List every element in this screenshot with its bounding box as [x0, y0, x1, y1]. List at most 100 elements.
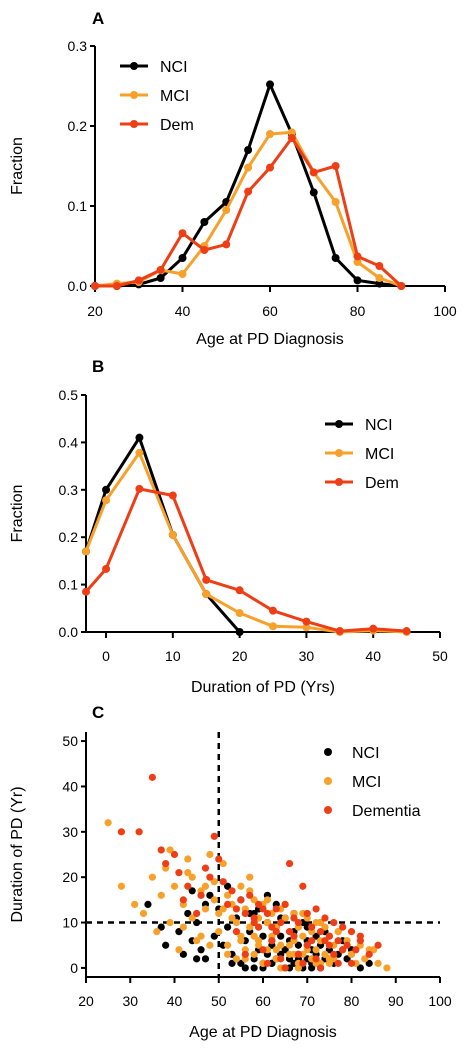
panel-c-legend-label-nci: NCI: [352, 745, 380, 762]
panel-c-y-tick-label: 0: [70, 960, 78, 976]
panel-c-scatter-point-dementia: [303, 941, 311, 949]
panel-c-x-tick-label: 20: [78, 993, 94, 1009]
panel-c-scatter-point-nci: [281, 946, 289, 954]
panel-c-scatter-point-dementia: [197, 891, 205, 899]
panel-c-scatter-point-dementia: [325, 941, 333, 949]
panel-a-data-point-mci: [266, 130, 274, 138]
panel-c-scatter-point-mci: [250, 950, 258, 958]
panel-c-x-tick-label: 80: [344, 993, 360, 1009]
panel-c-scatter-point-dementia: [259, 905, 267, 913]
panel-a-x-axis-title: Age at PD Diagnosis: [196, 331, 344, 348]
panel-c-scatter-point-dementia: [365, 950, 373, 958]
panel-c-scatter-point-mci: [188, 873, 196, 881]
panel-a-legend-marker-mci: [130, 91, 138, 99]
panel-c-scatter-point-dementia: [263, 909, 272, 918]
panel-c-scatter-point-dementia: [374, 941, 382, 949]
panel-c-scatter-point-mci: [316, 918, 325, 927]
panel-c-scatter-point-nci: [250, 964, 258, 972]
panel-c-scatter-point-dementia: [272, 928, 280, 936]
panel-c-scatter-point-dementia: [250, 918, 258, 927]
panel-c-x-tick-label: 50: [211, 993, 227, 1009]
panel-c-scatter-point-dementia: [281, 964, 289, 972]
panel-c-scatter-point-dementia: [294, 918, 302, 927]
panel-a-data-point-mci: [353, 258, 362, 266]
panel-c-scatter-point-dementia: [316, 964, 325, 972]
panel-b-series-line-mci: [84, 451, 407, 634]
panel-c-scatter-point-mci: [263, 918, 272, 927]
panel-c-scatter-point-mci: [139, 909, 148, 918]
panel-c-scatter-point-dementia: [299, 882, 307, 890]
panel-a-data-point-dem: [134, 276, 143, 285]
panel-a-data-point-nci: [266, 80, 274, 89]
panel-b-data-point-dem: [168, 491, 177, 500]
panel-b-data-point-nci: [135, 433, 144, 442]
panel-c-scatter-point-nci: [224, 882, 232, 890]
panel-a-x-tick-label: 20: [87, 303, 103, 319]
panel-c-scatter-point-dementia: [299, 959, 307, 967]
panel-c-scatter-point-dementia: [339, 946, 347, 954]
panel-b-data-point-mci: [102, 496, 111, 505]
panel-c-y-axis-title: Duration of PD (Yr): [9, 786, 26, 922]
panel-b-data-point-mci: [235, 609, 244, 618]
panel-a-data-point-dem: [309, 168, 318, 177]
panel-b-legend-marker-nci: [335, 420, 343, 428]
panel-c-scatter-point-mci: [170, 882, 179, 890]
panel-c-scatter-point-mci: [347, 950, 356, 958]
panel-c-scatter-point-mci: [321, 950, 329, 958]
panel-c-scatter-point-mci: [193, 937, 201, 945]
panel-c-scatter-point-mci: [325, 959, 333, 967]
panel-c-scatter-point-mci: [153, 928, 161, 936]
panel-a-legend-marker-dem: [130, 120, 138, 128]
panel-c-scatter-point-dementia: [162, 859, 170, 868]
panel-c-scatter-point-mci: [237, 937, 245, 945]
panel-b-legend-label-nci: NCI: [365, 417, 393, 434]
panel-c-scatter-point-dementia: [263, 959, 272, 967]
panel-c-scatter-point-dementia: [201, 864, 210, 872]
panel-c-legend-label-mci: MCI: [352, 774, 381, 791]
panel-c-scatter-point-dementia: [285, 928, 294, 936]
panel-c-scatter-point-dementia: [175, 869, 183, 877]
panel-c-scatter-point-mci: [232, 918, 241, 927]
panel-a-data-point-dem: [178, 229, 187, 238]
panel-b-y-tick-label: 0.1: [59, 577, 79, 593]
panel-c-scatter-point-dementia: [241, 909, 249, 918]
panel-a-x-tick-label: 100: [433, 303, 457, 319]
panel-c-scatter-point-mci: [285, 941, 294, 949]
panel-a-data-point-mci: [287, 128, 296, 137]
panel-a-data-point-nci: [353, 276, 362, 285]
panel-a-y-tick-label: 0.1: [68, 198, 88, 214]
panel-c-scatter-point-dementia: [241, 950, 249, 958]
panel-b-data-point-mci: [82, 547, 90, 556]
panel-c-y-tick-label: 20: [62, 869, 78, 885]
panel-a-data-point-dem: [156, 266, 165, 274]
panel-a-data-point-dem: [244, 187, 253, 196]
panel-a-legend-label-dem: Dem: [160, 117, 194, 134]
panel-c-scatter-point-mci: [334, 928, 342, 936]
panel-a-x-tick-label: 60: [262, 303, 278, 319]
panel-b-data-point-dem: [135, 484, 144, 493]
panel-c-scatter-point-mci: [219, 905, 227, 913]
panel-c-scatter-point-dementia: [347, 959, 356, 967]
panel-a-data-point-mci: [375, 274, 384, 282]
panel-c-scatter-point-nci: [308, 964, 316, 972]
panel-c-scatter-point-mci: [175, 946, 183, 954]
panel-a-x-tick-label: 80: [350, 303, 366, 319]
panel-c-legend-marker-nci: [324, 748, 332, 756]
panel-b-data-point-dem: [202, 575, 211, 584]
panel-a-data-point-mci: [244, 163, 253, 172]
panel-b-y-axis-title: Fraction: [9, 485, 26, 543]
panel-c-scatter-point-mci: [201, 905, 210, 913]
panel-b-x-axis-title: Duration of PD (Yrs): [191, 679, 335, 696]
panel-c-scatter-point-mci: [219, 859, 227, 868]
panel-c-scatter-point-dementia: [246, 891, 254, 899]
panel-b-y-tick-label: 0.5: [59, 387, 79, 403]
panel-c-scatter-point-mci: [210, 896, 218, 904]
panel-a-y-tick-label: 0.2: [68, 118, 88, 134]
panel-c-scatter-point-mci: [254, 941, 263, 949]
panel-a-data-point-nci: [375, 279, 384, 288]
panel-b-series-line-nci: [84, 436, 241, 633]
panel-c-scatter-point-mci: [210, 878, 218, 886]
panel-b-x-tick-label: 0: [102, 648, 110, 664]
panel-c-scatter-point-dementia: [330, 950, 338, 958]
